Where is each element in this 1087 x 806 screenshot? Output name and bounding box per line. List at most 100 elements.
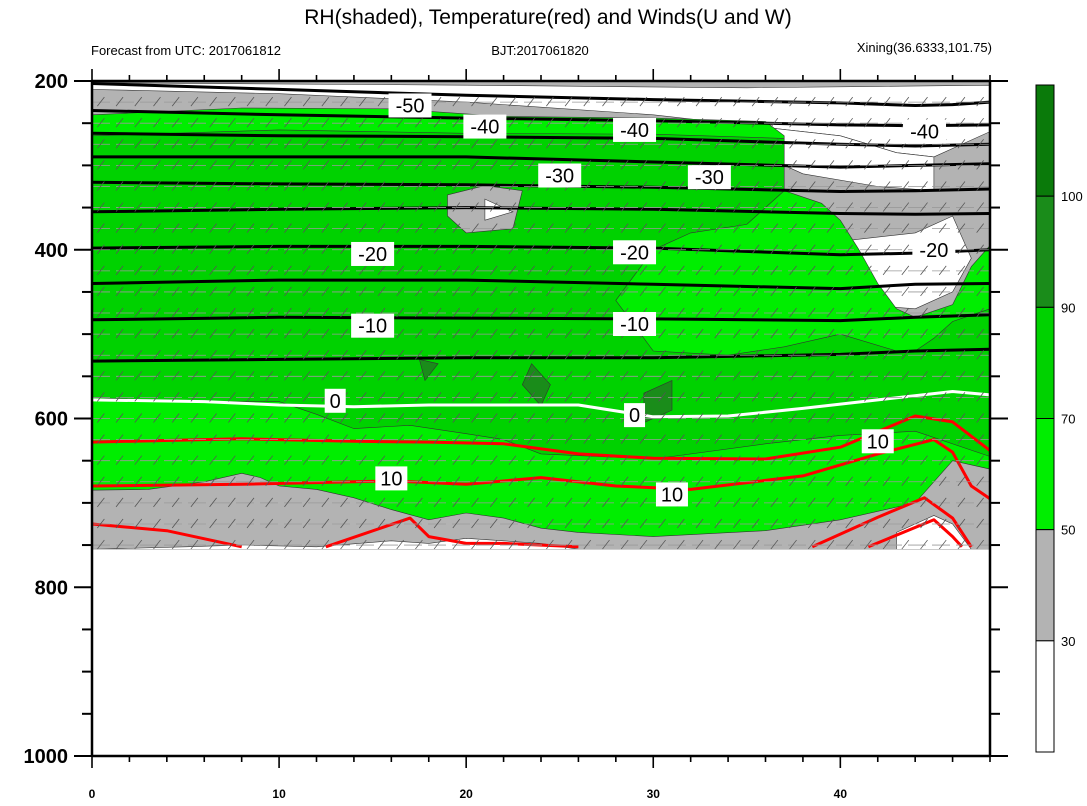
wind-barb	[171, 434, 180, 444]
wind-barb	[714, 223, 723, 233]
wind-barb	[190, 265, 199, 276]
wind-barb	[770, 96, 779, 107]
wind-barb	[695, 96, 704, 107]
contour-label-bg	[903, 119, 947, 144]
wind-barb	[920, 455, 928, 465]
wind-barb	[115, 434, 124, 444]
wind-barb	[358, 96, 367, 107]
contour-label: 10	[380, 468, 402, 490]
wind-barb	[639, 349, 648, 360]
wind-barb	[938, 307, 947, 318]
wind-barb	[321, 307, 330, 318]
wind-barb	[302, 434, 311, 444]
wind-barb	[546, 392, 554, 402]
wind-barb	[396, 434, 405, 444]
wind-barb	[676, 328, 685, 339]
wind-barb	[452, 307, 461, 318]
wind-barb	[957, 307, 966, 318]
wind-barb	[976, 328, 984, 339]
wind-barb	[97, 202, 105, 212]
wind-barb	[171, 265, 180, 276]
wind-barb	[826, 349, 835, 360]
wind-barb	[602, 328, 610, 339]
wind-barb	[396, 307, 405, 318]
wind-barb	[209, 518, 217, 529]
wind-barb	[976, 518, 984, 529]
wind-barb	[845, 202, 854, 212]
wind-barb	[695, 328, 704, 339]
wind-barb	[695, 265, 704, 276]
wind-barb	[153, 413, 161, 423]
wind-barb	[358, 455, 367, 465]
wind-barb	[321, 160, 330, 170]
wind-barb	[471, 518, 479, 529]
wind-barb	[807, 139, 816, 149]
wind-barb	[658, 244, 666, 254]
wind-barb	[845, 244, 854, 254]
wind-barb	[845, 476, 854, 487]
wind-barb	[770, 160, 779, 170]
wind-barb	[658, 223, 666, 233]
wind-barb	[97, 265, 105, 276]
wind-barb	[714, 202, 723, 212]
wind-barb	[97, 349, 105, 360]
wind-barb	[957, 286, 966, 297]
wind-barb	[789, 413, 797, 423]
wind-barb	[471, 223, 479, 233]
wind-barb	[265, 96, 274, 107]
wind-barb	[695, 202, 704, 212]
wind-barb	[246, 497, 255, 508]
wind-barb	[920, 328, 928, 339]
wind-barb	[845, 518, 854, 529]
wind-barb	[620, 160, 629, 170]
wind-barb	[714, 371, 723, 381]
wind-barb	[658, 181, 666, 191]
wind-barb	[733, 518, 741, 529]
wind-barb	[826, 434, 835, 444]
wind-barb	[377, 286, 386, 297]
wind-barb	[546, 371, 554, 381]
wind-barb	[583, 455, 592, 465]
wind-barb	[171, 349, 180, 360]
wind-barb	[807, 223, 816, 233]
wind-barb	[527, 371, 535, 381]
wind-barb	[620, 497, 629, 508]
wind-barb	[209, 392, 217, 402]
wind-barb	[340, 349, 348, 360]
wind-barb	[302, 371, 311, 381]
wind-barb	[676, 539, 685, 550]
wind-barb	[302, 455, 311, 465]
wind-barb	[284, 518, 292, 529]
wind-barb	[265, 476, 274, 487]
wind-barb	[976, 455, 984, 465]
x-tick-label: 10	[272, 787, 286, 801]
wind-barb	[377, 371, 386, 381]
wind-barb	[153, 160, 161, 170]
wind-barb	[770, 371, 779, 381]
wind-barb	[976, 202, 984, 212]
colorbar-label: 90	[1061, 300, 1075, 315]
temperature-contour	[91, 206, 991, 216]
wind-barb	[471, 349, 479, 360]
wind-barb	[171, 455, 180, 465]
wind-barb	[564, 392, 573, 402]
wind-barb	[153, 518, 161, 529]
wind-barb	[153, 371, 161, 381]
wind-barb	[471, 476, 479, 487]
wind-barb	[358, 265, 367, 276]
wind-barb	[377, 223, 386, 233]
wind-barb	[284, 96, 292, 107]
wind-barb	[452, 139, 461, 149]
wind-barb	[452, 328, 461, 339]
wind-barb	[938, 265, 947, 276]
wind-barb	[976, 497, 984, 508]
wind-barb	[433, 392, 442, 402]
wind-barb	[751, 413, 760, 423]
wind-barb	[882, 286, 891, 297]
wind-barb	[284, 497, 292, 508]
wind-barb	[209, 328, 217, 339]
wind-barb	[97, 160, 105, 170]
wind-barb	[845, 160, 854, 170]
wind-barb	[340, 518, 348, 529]
wind-barb	[433, 413, 442, 423]
